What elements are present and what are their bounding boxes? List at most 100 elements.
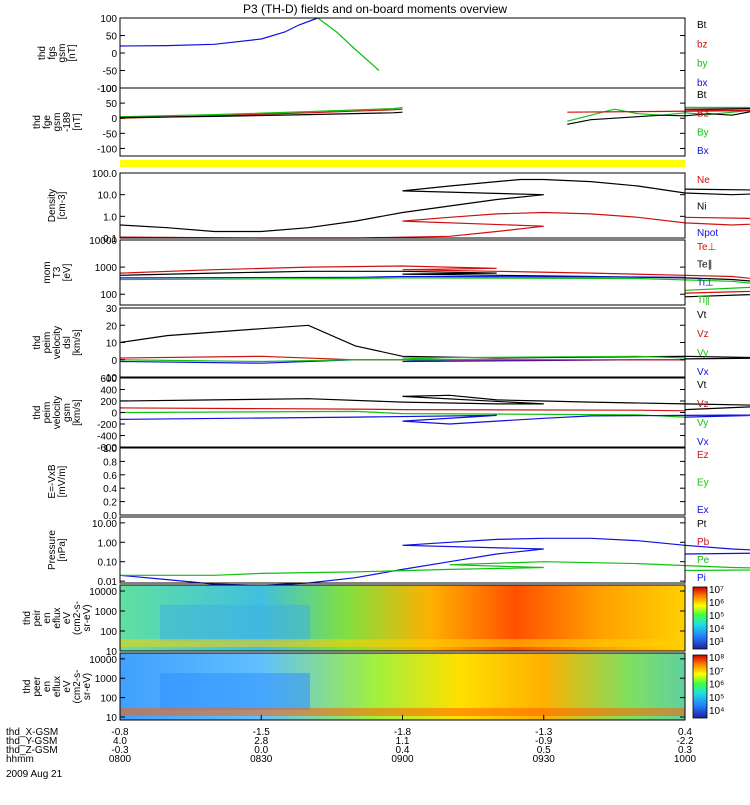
series-line-fge-3: [567, 106, 750, 122]
panel-frame-temp: [119, 239, 686, 306]
series-line-density-0: [119, 178, 750, 233]
y-tick-label: 1000: [95, 607, 118, 618]
panel-frame-fge: [119, 87, 686, 157]
legend-entry: Ey: [697, 478, 709, 489]
series-line-temp-0: [119, 265, 750, 294]
time-axis-value: 0.4: [396, 745, 410, 756]
panel-frame-peir: [119, 584, 686, 652]
legend-entry: By: [697, 127, 709, 138]
series-line-temp-3: [119, 277, 750, 291]
y-tick-label: 100.0: [92, 169, 117, 180]
y-tick-label: -10: [103, 373, 118, 384]
y-tick-label: -600: [97, 443, 117, 454]
legend-entry: Vz: [697, 329, 709, 340]
legend-entry: Te∥: [697, 260, 713, 271]
panel-frame-density: [119, 172, 686, 239]
colorbar-label: 10⁴: [709, 706, 724, 717]
time-axis-value: 0.5: [537, 745, 551, 756]
colorbar-label: 10⁴: [709, 624, 724, 635]
time-axis-value: 0.4: [678, 727, 692, 738]
y-tick-label: 10000: [89, 587, 117, 598]
y-tick-label: -100: [97, 144, 117, 155]
y-tick-label: 0: [111, 409, 117, 420]
time-axis-value: 4.0: [113, 736, 127, 747]
panel-frame-pressure: [119, 516, 686, 584]
y-tick-label: 100: [100, 694, 117, 705]
y-tick-label: 100: [100, 14, 117, 25]
colorbar-label: 10⁸: [709, 653, 724, 664]
y-tick-label: 50: [106, 99, 118, 110]
y-axis-label: fge: [42, 115, 53, 129]
colorbar-label: 10⁵: [709, 693, 724, 704]
y-tick-label: 30: [106, 304, 118, 315]
y-axis-label: [km/s]: [72, 399, 83, 426]
y-axis-label: (cm2-s-: [72, 670, 83, 704]
y-axis-label: eV: [62, 612, 73, 625]
time-axis: thd_X-GSM -0.8 -1.5 -1.8 -1.3 0.4 thd_Y-GSM 4.0…: [6, 715, 697, 780]
colorbar-label: 10⁶: [709, 598, 724, 609]
y-axis-label: thd: [32, 336, 43, 350]
y-axis-label: velocity: [52, 326, 63, 359]
spectrogram-band-peer: [160, 673, 310, 710]
legend-entry: Ex: [697, 505, 709, 516]
time-axis-value: 1000: [674, 754, 697, 765]
legend-entry: bx: [697, 78, 708, 89]
y-tick-label: 100: [100, 627, 117, 638]
legend-entry: Ti⊥: [697, 277, 714, 288]
panel-peir: 10⁷ 10⁶ 10⁵ 10⁴ 10³ 10000 1000 100 10 thd peir en ef…: [22, 584, 724, 658]
y-tick-label: 0.2: [103, 498, 117, 509]
legend-entry: Bx: [697, 146, 709, 157]
time-axis-value: -1.8: [394, 727, 412, 738]
time-axis-value: -0.8: [111, 727, 129, 738]
y-axis-label: en: [42, 681, 53, 692]
y-axis-label: [nT]: [72, 113, 83, 130]
y-axis-label: thd: [37, 46, 48, 60]
y-axis-label: gsm: [57, 44, 68, 63]
legend-entry: Vt: [697, 310, 707, 321]
y-tick-label: 0.0: [103, 511, 117, 522]
series-line-velocity_gsm-0: [119, 394, 750, 411]
y-axis-label: eflux: [52, 676, 63, 697]
time-axis-row-label: thd_X-GSM: [6, 727, 58, 738]
panel-pressure: 10.00 1.00 0.10 0.01 Pressure [nPa] Pt Pb Pe Pi: [47, 516, 750, 588]
y-tick-label: 200: [100, 397, 117, 408]
legend-entry: Pb: [697, 537, 710, 548]
y-axis-label: peim: [42, 332, 53, 354]
panel-frame-fgs: [119, 17, 686, 89]
plot-title: P3 (TH-D) fields and on-board moments ov…: [243, 2, 507, 16]
panel-frame-efield: [119, 447, 686, 516]
legend-entry: Ne: [697, 175, 710, 186]
y-axis-label: mom: [42, 261, 53, 283]
time-axis-value: -2.2: [676, 736, 694, 747]
y-axis-label: peim: [42, 402, 53, 424]
legend-entry: Ti∥: [697, 295, 710, 306]
y-axis-label: peer: [32, 676, 43, 697]
time-axis-value: 0.0: [254, 745, 268, 756]
y-tick-label: 10.00: [92, 519, 117, 530]
series-line-velocity_gsm-3: [119, 414, 750, 425]
y-axis-label: [nPa]: [57, 538, 68, 562]
y-axis-label: peir: [32, 609, 43, 626]
y-tick-label: 400: [100, 386, 117, 397]
y-axis-label: thd: [22, 680, 33, 694]
y-tick-label: 20: [106, 321, 118, 332]
legend-entry: Npot: [697, 228, 718, 239]
y-tick-label: -50: [103, 129, 118, 140]
series-line-fgs-0: [119, 17, 319, 47]
time-axis-value: 1.1: [396, 736, 410, 747]
time-axis-value: 0800: [109, 754, 132, 765]
legend-entry: Ez: [697, 450, 709, 461]
series-line-fgs-1: [317, 17, 380, 71]
time-axis-value: -1.3: [535, 727, 553, 738]
panel-velocity_dsl: 30 20 10 0 -10 thd peim velocity dsl [km/s] Vt Vz Vy…: [32, 304, 750, 384]
series-line-fge-0: [119, 107, 403, 118]
y-tick-label: 50: [106, 32, 118, 43]
y-tick-label: 0: [111, 49, 117, 60]
y-axis-label: fgs: [47, 46, 58, 59]
series-line-velocity_dsl-0: [119, 324, 750, 360]
y-axis-label: sr-eV): [82, 673, 93, 700]
legend-entry: Vt: [697, 380, 707, 391]
y-tick-label: 0.6: [103, 471, 117, 482]
y-tick-label: 100: [100, 84, 117, 95]
time-axis-value: 0900: [391, 754, 414, 765]
